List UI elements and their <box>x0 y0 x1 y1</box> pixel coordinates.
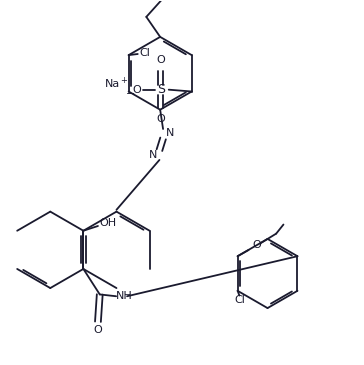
Text: O: O <box>133 85 142 95</box>
Text: O: O <box>157 114 165 124</box>
Text: OH: OH <box>100 218 117 228</box>
Text: O: O <box>252 240 261 250</box>
Text: +: + <box>120 76 127 85</box>
Text: Cl: Cl <box>234 295 245 305</box>
Text: Na: Na <box>105 79 120 89</box>
Text: N: N <box>165 128 174 138</box>
Text: S: S <box>157 83 165 96</box>
Text: N: N <box>149 150 157 160</box>
Text: NH: NH <box>116 291 133 301</box>
Text: O: O <box>94 325 102 335</box>
Text: O: O <box>157 55 165 65</box>
Text: Cl: Cl <box>139 48 150 58</box>
Text: −: − <box>126 89 135 99</box>
